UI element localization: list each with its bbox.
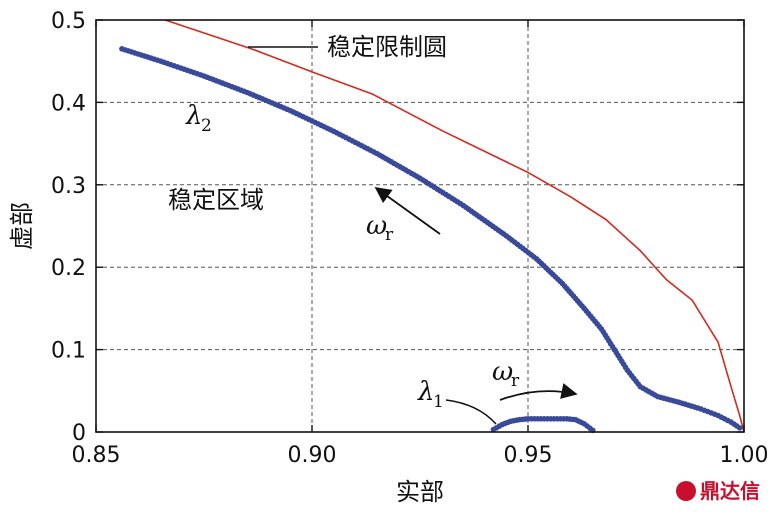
y-tick-label: 0.1 <box>51 339 86 364</box>
y-tick-label: 0.2 <box>51 256 86 281</box>
stability-circle-label: 稳定限制圆 <box>327 33 447 61</box>
x-axis-label: 实部 <box>396 478 444 506</box>
lambda1-leader <box>445 399 497 425</box>
lambda2-series <box>119 46 743 431</box>
watermark: 鼎达信 <box>676 479 760 503</box>
watermark-text: 鼎达信 <box>700 479 760 503</box>
lambda2-path <box>121 47 741 429</box>
lambda1-label: λ <box>417 377 434 407</box>
x-tick-label: 0.85 <box>72 443 121 468</box>
omega-upper-label: ω <box>366 211 387 241</box>
omega-upper-subscript: r <box>385 225 394 245</box>
stability-circle-line <box>164 19 745 433</box>
omega-lower-subscript: r <box>511 371 520 391</box>
y-tick-label: 0.3 <box>51 174 86 199</box>
x-tick-label: 1.00 <box>720 443 769 468</box>
series-layer <box>119 19 745 434</box>
lambda2-point <box>736 425 743 431</box>
lambda1-series <box>490 416 596 434</box>
grid-lines <box>96 20 744 432</box>
axis-ticks: 0.85 0.90 0.95 1.00 0 0.1 0.2 0.3 0.4 0.5 <box>51 9 768 468</box>
watermark-logo-icon <box>676 481 696 501</box>
y-tick-label: 0.5 <box>51 9 86 34</box>
y-tick-label: 0.4 <box>51 91 86 116</box>
omega-upper-arrow <box>374 187 441 235</box>
omega-lower-arrow <box>499 383 578 401</box>
lambda1-subscript: 1 <box>433 392 444 412</box>
y-axis-label: 虚部 <box>8 202 36 250</box>
lambda2-subscript: 2 <box>201 116 212 136</box>
y-tick-label: 0 <box>72 421 86 446</box>
stable-region-label: 稳定区域 <box>168 186 264 214</box>
x-tick-label: 0.90 <box>288 443 337 468</box>
omega-lower-label: ω <box>492 357 513 387</box>
x-tick-label: 0.95 <box>504 443 553 468</box>
plot-frame <box>95 19 745 433</box>
lambda2-label: λ <box>185 101 202 131</box>
